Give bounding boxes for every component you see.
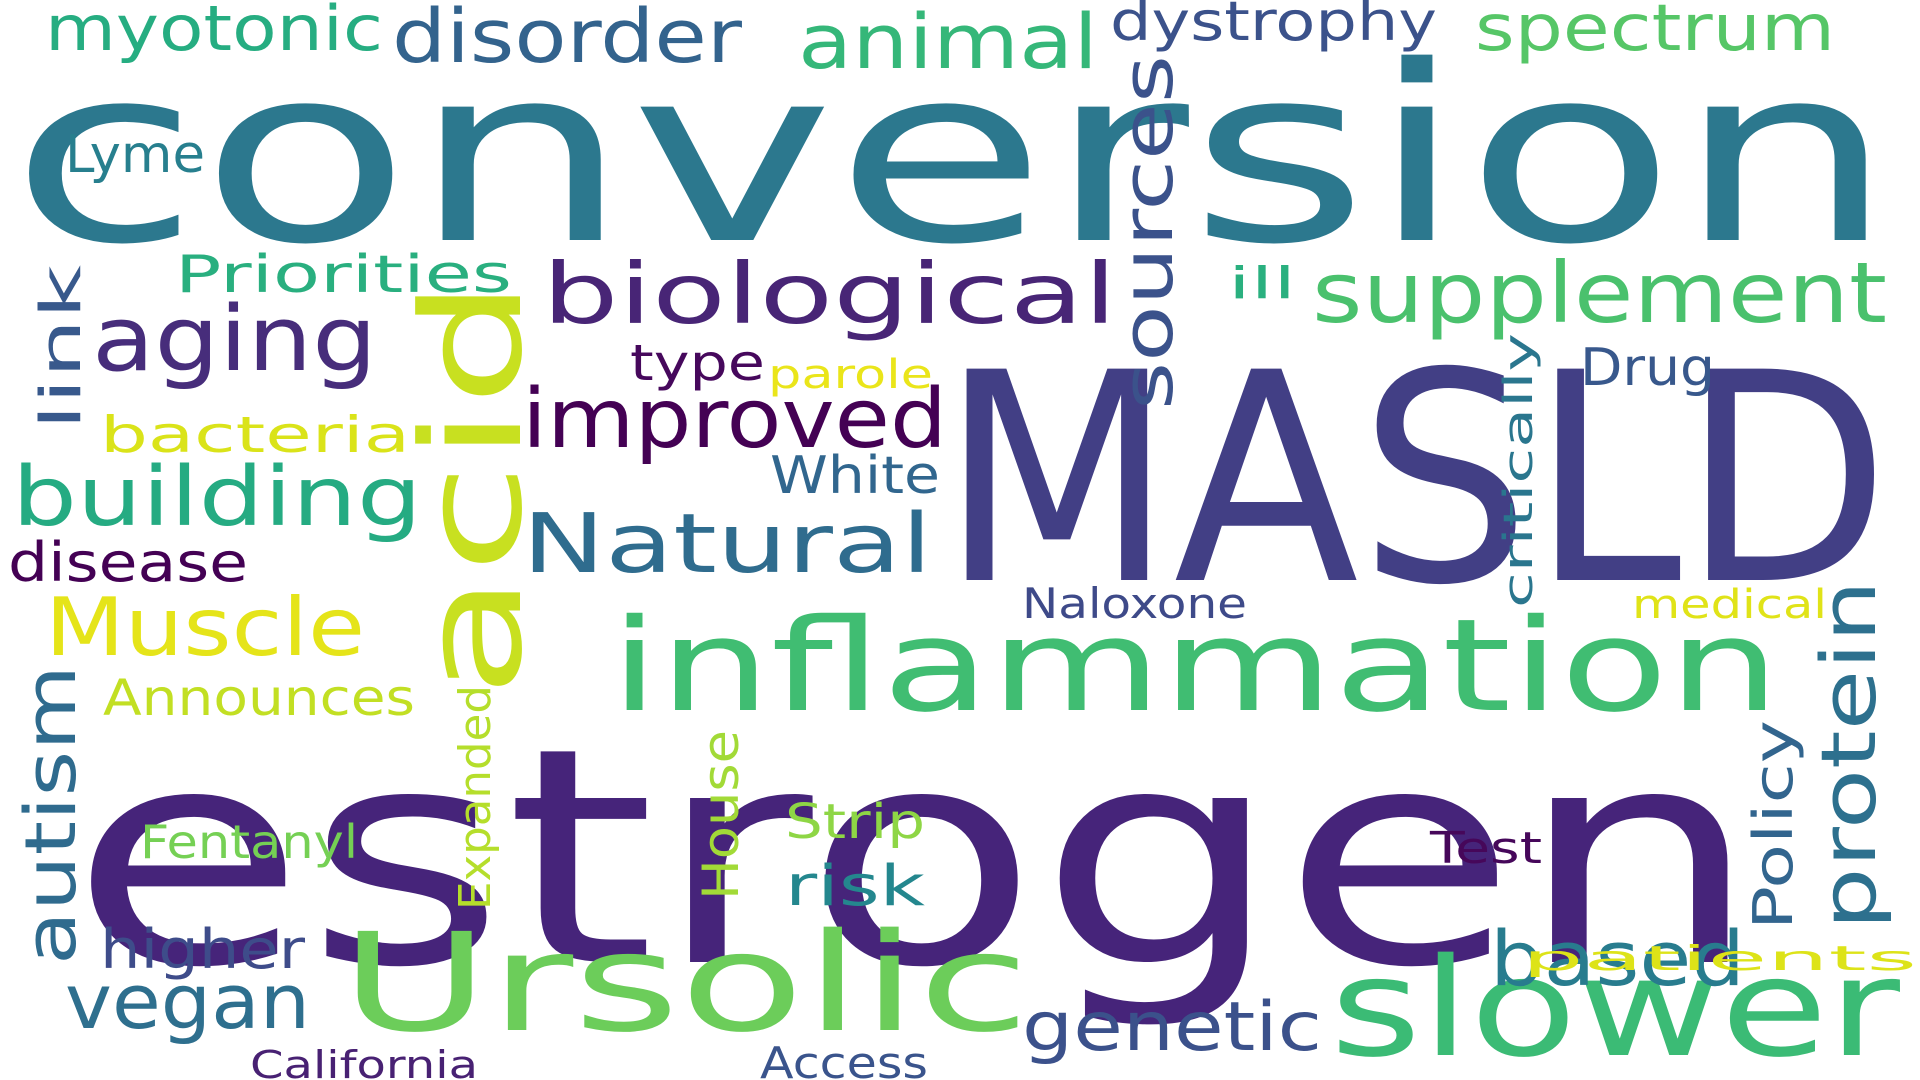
word-based: based (1490, 914, 1745, 1003)
word-critically: critically (1496, 333, 1542, 608)
word-myotonic: myotonic (45, 0, 383, 65)
word-disease: disease (8, 531, 248, 594)
word-natural: Natural (522, 497, 932, 592)
word-house: House (692, 730, 750, 900)
word-naloxone: Naloxone (1022, 579, 1247, 628)
word-access: Access (760, 1038, 928, 1080)
word-biological: biological (542, 245, 1117, 343)
word-aging: aging (92, 287, 377, 392)
word-slower: slower (1330, 930, 1900, 1080)
word-dystrophy: dystrophy (1110, 0, 1437, 53)
word-disorder: disorder (392, 0, 743, 80)
word-inflammation: inflammation (610, 592, 1780, 741)
word-risk: risk (785, 854, 926, 919)
word-acid: acid (392, 278, 553, 698)
word-sources: sources (1107, 55, 1189, 410)
word-expanded: Expanded (450, 685, 501, 910)
word-estrogen: estrogen (70, 684, 1760, 1033)
word-bacteria: bacteria (100, 406, 410, 464)
word-higher: higher (100, 918, 306, 981)
word-lyme: Lyme (65, 125, 205, 185)
word-building: building (12, 450, 422, 545)
word-supplement: supplement (1312, 244, 1887, 342)
word-ursolic: Ursolic (340, 905, 1030, 1063)
word-muscle: Muscle (45, 581, 365, 674)
word-masld: MASLD (940, 312, 1890, 649)
word-spectrum: spectrum (1475, 0, 1835, 66)
word-link: link (29, 264, 94, 430)
word-genetic: genetic (1022, 988, 1322, 1067)
word-ill: ill (1228, 258, 1296, 309)
word-test: Test (1429, 823, 1542, 874)
word-autism: autism (10, 665, 92, 965)
word-strip: Strip (785, 794, 925, 850)
words-group: conversion estrogen MASLD inflammation U… (8, 0, 1917, 1080)
word-vegan: vegan (65, 957, 310, 1046)
word-fentanyl: Fentanyl (140, 815, 358, 869)
word-white: White (770, 446, 940, 506)
word-drug: Drug (1580, 338, 1715, 398)
word-improved: improved (522, 372, 947, 467)
word-priorities: Priorities (175, 245, 512, 305)
word-announces: Announces (103, 669, 415, 727)
word-protein: protein (1804, 580, 1893, 930)
word-patients: patients (1522, 939, 1917, 979)
word-california: California (250, 1043, 478, 1080)
word-medical: medical (1632, 582, 1827, 628)
word-type: type (630, 334, 765, 392)
word-policy: Policy (1742, 720, 1805, 930)
word-conversion: conversion (10, 14, 1895, 298)
word-animal: animal (798, 0, 1098, 86)
word-parole: parole (768, 352, 933, 398)
